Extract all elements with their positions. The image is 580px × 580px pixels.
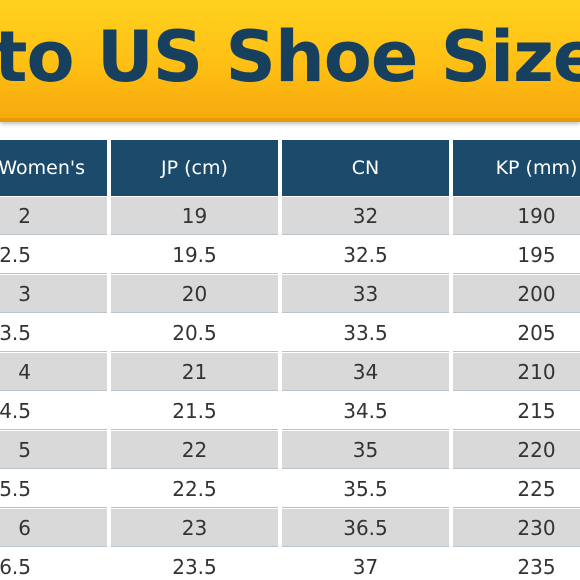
cell-cn-size: 33.5 [282,314,449,352]
table-row: 3.5 20.5 33.5 205 [0,314,580,352]
cell-cn-size: 32 [282,197,449,235]
table-row: 6 23 36.5 230 [0,509,580,547]
cell-jp-size: 20 [111,275,278,313]
table-row: 4 21 34 210 [0,353,580,391]
cell-womens-size: 5.5 [0,470,107,508]
cell-cn-size: 32.5 [282,236,449,274]
banner-title: to US Shoe Size [0,16,580,98]
cell-kp-size: 230 [453,509,580,547]
column-header-kp: KP (mm) [453,140,580,196]
cell-womens-size: 3.5 [0,314,107,352]
cell-jp-size: 23.5 [111,548,278,580]
cell-kp-size: 205 [453,314,580,352]
size-conversion-table: Women's JP (cm) CN KP (mm) 2 19 32 190 2.5 19… [0,139,580,580]
cell-jp-size: 19.5 [111,236,278,274]
table-row: 3 20 33 200 [0,275,580,313]
column-header-cn: CN [282,140,449,196]
cell-jp-size: 20.5 [111,314,278,352]
table-row: 2 19 32 190 [0,197,580,235]
cell-kp-size: 210 [453,353,580,391]
cell-kp-size: 195 [453,236,580,274]
cell-cn-size: 34.5 [282,392,449,430]
cell-womens-size: 5 [0,431,107,469]
cell-cn-size: 35 [282,431,449,469]
cell-kp-size: 200 [453,275,580,313]
table-body: 2 19 32 190 2.5 19.5 32.5 195 3 20 33 200 3.5 20.5 33.… [0,197,580,580]
column-header-womens: Women's [0,140,107,196]
cell-jp-size: 22 [111,431,278,469]
table-row: 6.5 23.5 37 235 [0,548,580,580]
cell-womens-size: 4 [0,353,107,391]
cell-cn-size: 37 [282,548,449,580]
cell-womens-size: 6.5 [0,548,107,580]
cell-kp-size: 190 [453,197,580,235]
column-header-jp: JP (cm) [111,140,278,196]
cell-womens-size: 2 [0,197,107,235]
cell-jp-size: 19 [111,197,278,235]
cell-jp-size: 22.5 [111,470,278,508]
title-banner: to US Shoe Size [0,0,580,122]
table-row: 2.5 19.5 32.5 195 [0,236,580,274]
cell-jp-size: 21.5 [111,392,278,430]
cell-jp-size: 23 [111,509,278,547]
table-row: 5 22 35 220 [0,431,580,469]
cell-kp-size: 235 [453,548,580,580]
table-row: 5.5 22.5 35.5 225 [0,470,580,508]
size-table-container: Women's JP (cm) CN KP (mm) 2 19 32 190 2.5 19… [0,139,580,580]
cell-womens-size: 3 [0,275,107,313]
cell-womens-size: 6 [0,509,107,547]
cell-cn-size: 35.5 [282,470,449,508]
cell-jp-size: 21 [111,353,278,391]
cell-cn-size: 34 [282,353,449,391]
table-header-row: Women's JP (cm) CN KP (mm) [0,140,580,196]
cell-cn-size: 33 [282,275,449,313]
table-row: 4.5 21.5 34.5 215 [0,392,580,430]
cell-womens-size: 2.5 [0,236,107,274]
cell-cn-size: 36.5 [282,509,449,547]
cell-womens-size: 4.5 [0,392,107,430]
cell-kp-size: 215 [453,392,580,430]
cell-kp-size: 220 [453,431,580,469]
cell-kp-size: 225 [453,470,580,508]
